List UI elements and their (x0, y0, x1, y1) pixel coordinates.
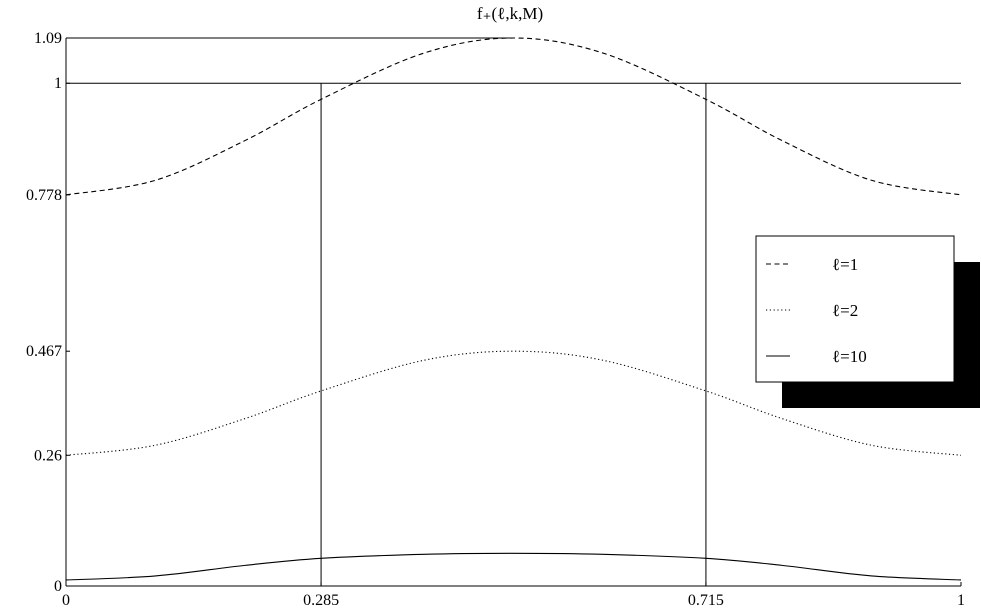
legend-label-1: ℓ=1 (832, 255, 858, 274)
legend-box (755, 235, 955, 383)
chart-title: f₊(ℓ,k,M) (477, 4, 543, 23)
x-axis-ticks: 0 0.285 0.715 1 (62, 582, 965, 609)
x-tick-label: 0.715 (688, 592, 724, 609)
y-tick-label: 0.778 (26, 187, 62, 204)
plot-frame (65, 38, 961, 587)
legend: ℓ=1 ℓ=2 ℓ=10 (755, 235, 980, 408)
series-line-2 (65, 350, 962, 456)
y-axis-ticks: 0 0.26 0.467 0.778 1 1.09 (26, 30, 70, 595)
y-tick-label: 1.09 (34, 30, 62, 47)
y-tick-label: 0 (54, 578, 62, 595)
reference-lines (66, 37, 961, 586)
legend-label-2: ℓ=2 (832, 301, 858, 320)
series-group (65, 37, 962, 581)
legend-label-3: ℓ=10 (832, 347, 867, 366)
x-tick-label: 0.285 (303, 592, 339, 609)
y-tick-label: 0.467 (26, 343, 62, 360)
series-line-1 (65, 37, 962, 196)
series-line-3 (65, 552, 962, 581)
y-tick-label: 1 (54, 75, 62, 92)
y-tick-label: 0.26 (34, 447, 62, 464)
x-tick-label: 0 (62, 592, 70, 609)
x-tick-label: 1 (957, 592, 965, 609)
